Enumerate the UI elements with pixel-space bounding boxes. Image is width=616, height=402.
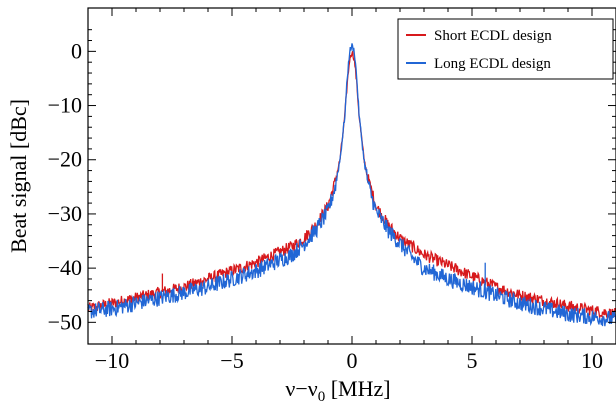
x-axis-label: ν−ν0 [MHz] bbox=[285, 376, 390, 402]
data-layer bbox=[87, 43, 616, 327]
ticks-layer bbox=[88, 8, 616, 344]
y-tick-label: −20 bbox=[48, 147, 82, 172]
x-axis-label-subscript: 0 bbox=[318, 389, 326, 402]
y-tick-label: 0 bbox=[71, 38, 82, 63]
y-axis-label: Beat signal [dBc] bbox=[6, 99, 31, 253]
legend: Short ECDL design Long ECDL design bbox=[397, 18, 614, 80]
y-tick-label: −50 bbox=[48, 309, 82, 334]
x-axis-label-main: ν−ν bbox=[285, 376, 317, 401]
legend-box bbox=[397, 18, 614, 80]
legend-label-short-ecdl: Short ECDL design bbox=[434, 28, 552, 44]
series-line-long-ecdl bbox=[87, 43, 616, 327]
x-tick-label: 10 bbox=[581, 348, 603, 373]
tick-labels: −10 −5 0 5 100−10−20−30−40−50 bbox=[48, 38, 603, 373]
y-tick-label: −30 bbox=[48, 201, 82, 226]
x-tick-label: 5 bbox=[467, 348, 478, 373]
y-tick-label: −40 bbox=[48, 255, 82, 280]
x-tick-label: 0 bbox=[347, 348, 358, 373]
x-tick-label: −5 bbox=[220, 348, 243, 373]
x-axis-label-unit: [MHz] bbox=[325, 376, 390, 401]
legend-label-long-ecdl: Long ECDL design bbox=[434, 56, 551, 72]
x-tick-label: −10 bbox=[95, 348, 129, 373]
series-line-short-ecdl bbox=[87, 51, 616, 321]
y-tick-label: −10 bbox=[48, 93, 82, 118]
